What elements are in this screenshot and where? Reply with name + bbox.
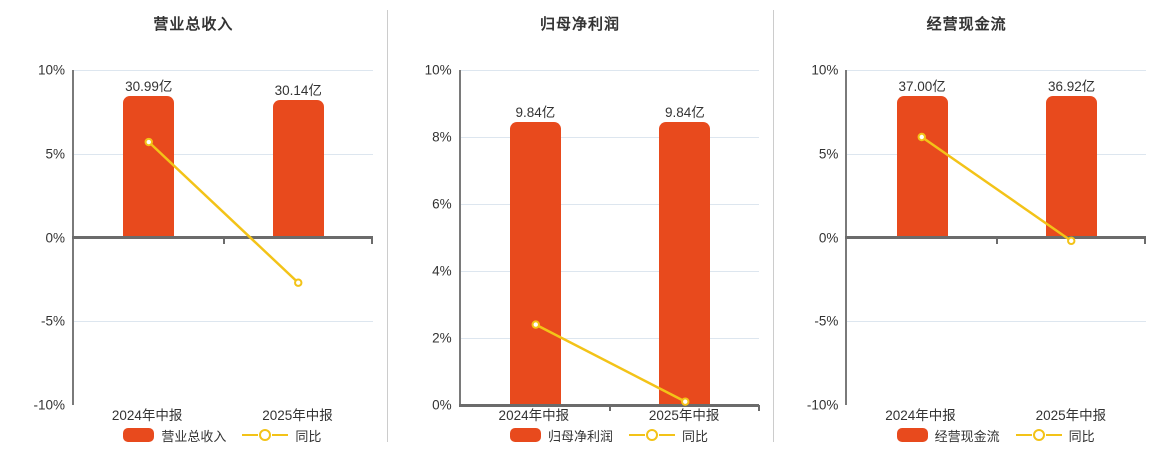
gridline xyxy=(74,70,373,71)
gridline xyxy=(460,137,760,138)
line-legend-symbol xyxy=(1015,429,1062,442)
x-axis-line xyxy=(72,236,373,239)
axis-center-tick xyxy=(222,237,225,244)
x-category-label: 2024年中报 xyxy=(498,408,570,423)
bar xyxy=(509,121,561,405)
line-legend-symbol xyxy=(629,429,675,442)
line-legend-symbol xyxy=(242,429,289,442)
y-axis-tick-label: 6% xyxy=(432,196,452,212)
chart-panel-operating-revenue: 营业总收入 10% 5% 0% -5% -10% 30.99亿 30.14亿 2024年中报… xyxy=(0,0,387,450)
bar xyxy=(1046,96,1098,238)
axis-center-tick xyxy=(995,237,998,244)
bar-value-label: 9.84亿 xyxy=(515,104,556,120)
y-axis-tick-label: 8% xyxy=(432,129,452,145)
gridline xyxy=(74,321,373,323)
axis-end-tick xyxy=(1144,237,1147,244)
y-axis-tick-label: 5% xyxy=(818,146,839,162)
x-axis-labels: 2024年中报 2025年中报 xyxy=(845,404,1146,424)
chart-panel-operating-cash-flow: 经营现金流 10% 5% 0% -5% -10% 37.00亿 36.92亿 2024年中报… xyxy=(773,0,1160,450)
axis-end-tick xyxy=(757,405,760,411)
bar-legend-swatch xyxy=(123,428,155,442)
x-category-label: 2024年中报 xyxy=(885,408,956,423)
x-axis-labels: 2024年中报 2025年中报 xyxy=(459,404,760,424)
bar-value-label: 9.84亿 xyxy=(665,104,705,120)
y-axis-tick-label: 2% xyxy=(432,330,452,346)
bar-value-label: 30.14亿 xyxy=(274,82,322,98)
gridline xyxy=(460,271,760,272)
plot-area: 10% 5% 0% -5% -10% 37.00亿 36.92亿 xyxy=(807,63,1147,413)
bar xyxy=(123,95,175,238)
legend: 经营现金流 同比 xyxy=(845,426,1146,444)
y-axis-tick-label: 0% xyxy=(45,230,65,245)
bar-legend-label: 归母净利润 xyxy=(547,428,613,444)
bar-value-label: 30.99亿 xyxy=(125,78,173,94)
legend: 营业总收入 同比 xyxy=(72,426,373,444)
bar xyxy=(272,99,324,238)
yoy-line xyxy=(147,141,300,284)
axis-end-tick xyxy=(371,237,373,244)
y-axis-tick-label: 10% xyxy=(37,62,65,78)
chart-title: 营业总收入 xyxy=(153,16,234,33)
bar xyxy=(659,121,711,405)
yoy-marker xyxy=(680,397,690,406)
chart-panel-net-profit: 归母净利润 10% 8% 6% 4% 2% 0% 9.84亿 9.84亿 2024年中报 20… xyxy=(386,0,774,450)
gridline xyxy=(74,153,373,155)
gridline xyxy=(460,204,760,205)
bar-legend-swatch xyxy=(509,428,541,442)
y-axis-tick-label: -10% xyxy=(806,397,839,413)
yoy-line xyxy=(534,323,686,403)
x-category-label: 2025年中报 xyxy=(262,408,333,423)
yoy-marker xyxy=(917,132,927,142)
chart-title: 经营现金流 xyxy=(926,16,1007,33)
x-category-label: 2024年中报 xyxy=(111,408,183,423)
yoy-marker xyxy=(1067,236,1076,246)
y-axis-tick-label: -5% xyxy=(40,313,65,329)
y-axis-tick-label: 5% xyxy=(45,146,65,162)
y-axis-tick-label: 10% xyxy=(811,62,839,78)
bar-legend-label: 营业总收入 xyxy=(161,428,227,444)
yoy-line-layer xyxy=(531,320,690,406)
line-legend-label: 同比 xyxy=(682,428,709,444)
x-axis-line xyxy=(845,236,1147,239)
yoy-marker xyxy=(294,278,303,287)
x-axis-line xyxy=(458,403,760,407)
bar xyxy=(896,95,948,238)
gridline xyxy=(847,70,1147,71)
axis-center-tick xyxy=(609,405,612,411)
yoy-marker xyxy=(144,137,153,147)
x-axis-labels: 2024年中报 2025年中报 xyxy=(72,404,373,424)
yoy-marker xyxy=(531,320,540,329)
gridline xyxy=(847,321,1147,323)
y-axis-tick-label: -5% xyxy=(814,313,839,329)
bar-legend-label: 经营现金流 xyxy=(934,428,1000,444)
x-category-label: 2025年中报 xyxy=(1035,408,1107,423)
yoy-line-layer xyxy=(917,132,1076,246)
y-axis-tick-label: 0% xyxy=(432,397,452,413)
gridline xyxy=(460,70,760,71)
line-legend-label: 同比 xyxy=(295,428,322,444)
chart-title: 归母净利润 xyxy=(540,16,621,33)
bar-value-label: 37.00亿 xyxy=(898,78,946,94)
legend: 归母净利润 同比 xyxy=(459,426,760,444)
line-legend-label: 同比 xyxy=(1068,428,1095,444)
plot-area: 10% 5% 0% -5% -10% 30.99亿 30.14亿 xyxy=(33,63,373,413)
y-axis-tick-label: 4% xyxy=(432,263,452,279)
gridline xyxy=(460,338,760,339)
x-category-label: 2025年中报 xyxy=(648,408,720,423)
bar-legend-swatch xyxy=(896,428,928,442)
y-axis-tick-label: 0% xyxy=(818,230,839,245)
y-axis-tick-label: -10% xyxy=(33,397,65,413)
y-axis-tick-label: 10% xyxy=(424,62,452,78)
plot-area: 10% 8% 6% 4% 2% 0% 9.84亿 9.84亿 xyxy=(425,63,760,413)
gridline xyxy=(847,153,1147,155)
yoy-line-layer xyxy=(144,137,303,287)
bar-value-label: 36.92亿 xyxy=(1047,79,1096,95)
yoy-line xyxy=(921,135,1073,242)
